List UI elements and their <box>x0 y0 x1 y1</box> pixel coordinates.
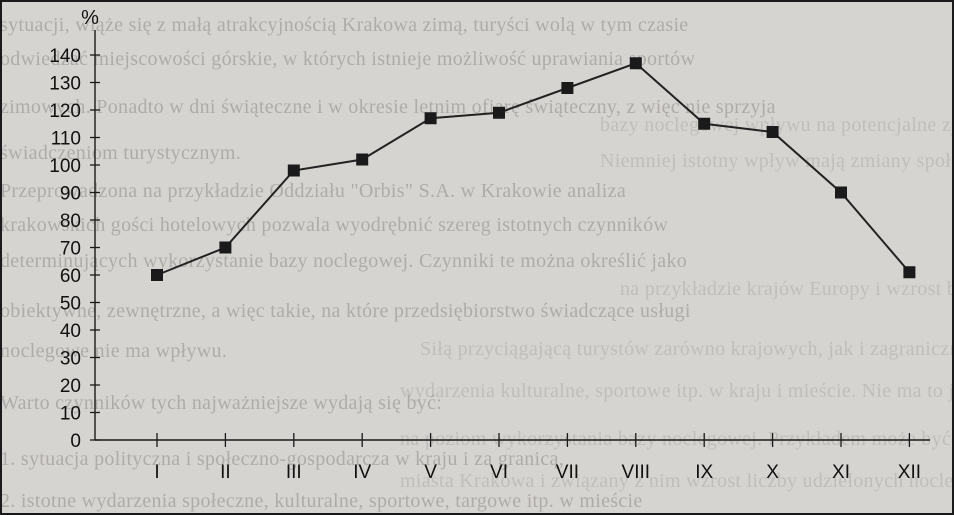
x-tick-label: III <box>286 462 302 483</box>
y-tick-label: 60 <box>60 266 81 287</box>
data-point-marker <box>151 269 163 281</box>
x-tick-label: VI <box>490 462 508 483</box>
y-tick-label: 20 <box>60 376 81 397</box>
x-tick-label: II <box>220 462 231 483</box>
background-text-line: Warto czynników tych najważniejsze wydaj… <box>0 392 443 414</box>
background-text-line: na przykładzie krajów Europy i wzrost ba… <box>620 278 954 300</box>
y-tick-label: 0 <box>70 431 81 452</box>
y-tick-label: 40 <box>60 321 81 342</box>
background-text-line: miasta Krakowa i związany z nim wzrost l… <box>400 470 954 492</box>
background-text-line: sytuacji, wiąże się z małą atrakcyjności… <box>0 14 689 36</box>
x-tick-label: VIII <box>622 462 651 483</box>
y-tick-labels: 0 10 20 30 40 50 60 70 80 90 100 110 120 130 140 <box>49 46 100 452</box>
background-text-line: 1. sytuacja polityczna i społeczno-gospo… <box>0 448 565 470</box>
background-text-line: obiektywne, zewnętrzne, a więc takie, na… <box>0 300 691 322</box>
x-tick-label: XII <box>898 462 921 483</box>
y-tick-label: 30 <box>60 349 81 370</box>
y-tick-label: 10 <box>60 404 81 425</box>
data-point-marker <box>493 106 505 119</box>
background-text-line: wydarzenia kulturalne, sportowe itp. w k… <box>400 380 954 402</box>
data-point-marker <box>219 241 232 254</box>
x-tick-label: VII <box>556 462 579 483</box>
background-text-line: determinujących wykorzystanie bazy nocle… <box>0 250 688 272</box>
background-text-line: Przeprowadzona na przykładzie Oddziału "… <box>0 180 626 202</box>
y-tick-label: 120 <box>49 101 81 122</box>
background-text-line: zimowych. Ponadto w dni świąteczne i w o… <box>0 96 776 118</box>
y-axis-unit-label: % <box>81 7 99 29</box>
x-tick-label: X <box>766 462 779 483</box>
data-point-marker <box>629 57 642 70</box>
y-tick-label: 130 <box>49 74 81 95</box>
data-point-marker <box>287 164 300 177</box>
data-point-marker <box>766 126 779 138</box>
y-tick-label: 110 <box>51 129 81 150</box>
background-text-line: na poziom wykorzystania bazy noclegowej.… <box>400 428 954 450</box>
data-point-marker <box>698 117 711 130</box>
data-point-marker <box>903 266 916 279</box>
y-tick-label: 90 <box>60 184 81 205</box>
x-tick-label: IX <box>695 462 713 483</box>
background-text-line: bazy noclegowej wpływu na potencjalne zj… <box>600 114 954 136</box>
data-point-marker <box>356 153 369 166</box>
background-text-line: krakowskich gości hotelowych pozwala wyo… <box>0 214 669 236</box>
x-tick-label: IV <box>353 462 371 483</box>
background-text-line: Siłą przyciągającą turystów zarówno kraj… <box>420 338 954 360</box>
series-line <box>156 62 911 276</box>
series-markers <box>151 57 916 281</box>
y-tick-label: 80 <box>60 211 81 232</box>
x-tick-label: XI <box>832 462 850 483</box>
background-text-line: Niemniej istotny wpływ mają zmiany społe… <box>600 150 954 172</box>
background-text-line: noclegowe nie ma wpływu. <box>0 340 228 362</box>
series-polyline <box>156 62 911 276</box>
data-point-marker <box>835 186 847 199</box>
y-tick-label: 100 <box>49 156 81 177</box>
x-tick-label: I <box>154 462 159 483</box>
data-point-marker <box>424 112 437 125</box>
x-tick-labels: I II III IV V VI VII VIII IX X XI XII <box>154 433 921 483</box>
background-text-line: odwiedzać miejscowości górskie, w któryc… <box>0 48 696 70</box>
background-text-line: świadczeniom turystycznym. <box>0 142 242 164</box>
background-text-line: 2. istotne wydarzenia społeczne, kultura… <box>0 490 643 512</box>
data-point-marker <box>561 82 574 94</box>
y-tick-label: 140 <box>49 46 81 67</box>
y-tick-label: 70 <box>60 239 81 260</box>
x-tick-label: V <box>424 462 437 483</box>
y-tick-label: 50 <box>60 294 81 315</box>
